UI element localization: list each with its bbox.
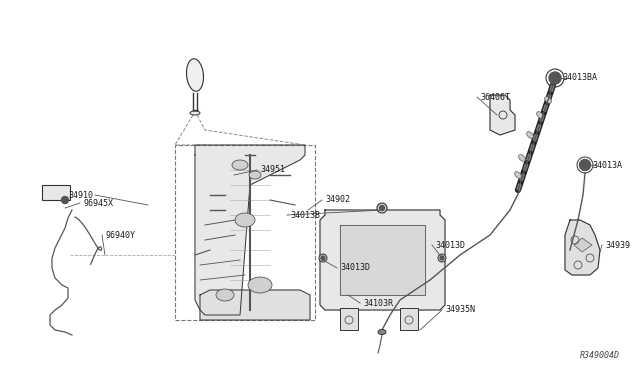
Polygon shape xyxy=(340,225,425,295)
Polygon shape xyxy=(320,210,445,310)
Circle shape xyxy=(321,256,325,260)
Ellipse shape xyxy=(249,171,261,179)
Polygon shape xyxy=(490,95,515,135)
Text: 34951: 34951 xyxy=(260,166,285,174)
Ellipse shape xyxy=(515,171,522,178)
Text: 96945X: 96945X xyxy=(83,199,113,208)
Circle shape xyxy=(440,256,444,260)
Circle shape xyxy=(549,72,561,84)
Text: R349004D: R349004D xyxy=(580,351,620,360)
Text: 34013D: 34013D xyxy=(340,263,370,273)
Ellipse shape xyxy=(216,289,234,301)
Circle shape xyxy=(377,203,387,213)
Ellipse shape xyxy=(235,213,255,227)
Ellipse shape xyxy=(518,155,525,161)
Polygon shape xyxy=(186,59,204,91)
Text: 34902: 34902 xyxy=(325,196,350,205)
Bar xyxy=(340,308,358,330)
FancyBboxPatch shape xyxy=(42,185,70,200)
Text: 34013D: 34013D xyxy=(435,241,465,250)
Circle shape xyxy=(380,205,385,211)
Text: 34935N: 34935N xyxy=(445,305,475,314)
Text: 34939: 34939 xyxy=(605,241,630,250)
Text: 96940Y: 96940Y xyxy=(105,231,135,240)
Ellipse shape xyxy=(537,112,543,118)
Text: 34013B: 34013B xyxy=(290,211,320,219)
Circle shape xyxy=(579,160,591,170)
Ellipse shape xyxy=(378,330,386,334)
Text: 34013A: 34013A xyxy=(592,160,622,170)
Ellipse shape xyxy=(545,97,551,103)
Text: 36406T: 36406T xyxy=(480,93,510,102)
Polygon shape xyxy=(565,220,600,275)
Ellipse shape xyxy=(232,160,248,170)
Circle shape xyxy=(438,254,446,262)
Polygon shape xyxy=(200,290,310,320)
Text: 34013BA: 34013BA xyxy=(562,74,597,83)
Polygon shape xyxy=(574,238,592,252)
Text: 34910: 34910 xyxy=(68,190,93,199)
Circle shape xyxy=(319,254,327,262)
Ellipse shape xyxy=(248,277,272,293)
Bar xyxy=(175,145,315,320)
Polygon shape xyxy=(195,145,305,315)
Ellipse shape xyxy=(527,132,533,138)
Ellipse shape xyxy=(190,111,200,115)
Text: 34103R: 34103R xyxy=(363,298,393,308)
Circle shape xyxy=(61,196,68,203)
Bar xyxy=(400,308,418,330)
